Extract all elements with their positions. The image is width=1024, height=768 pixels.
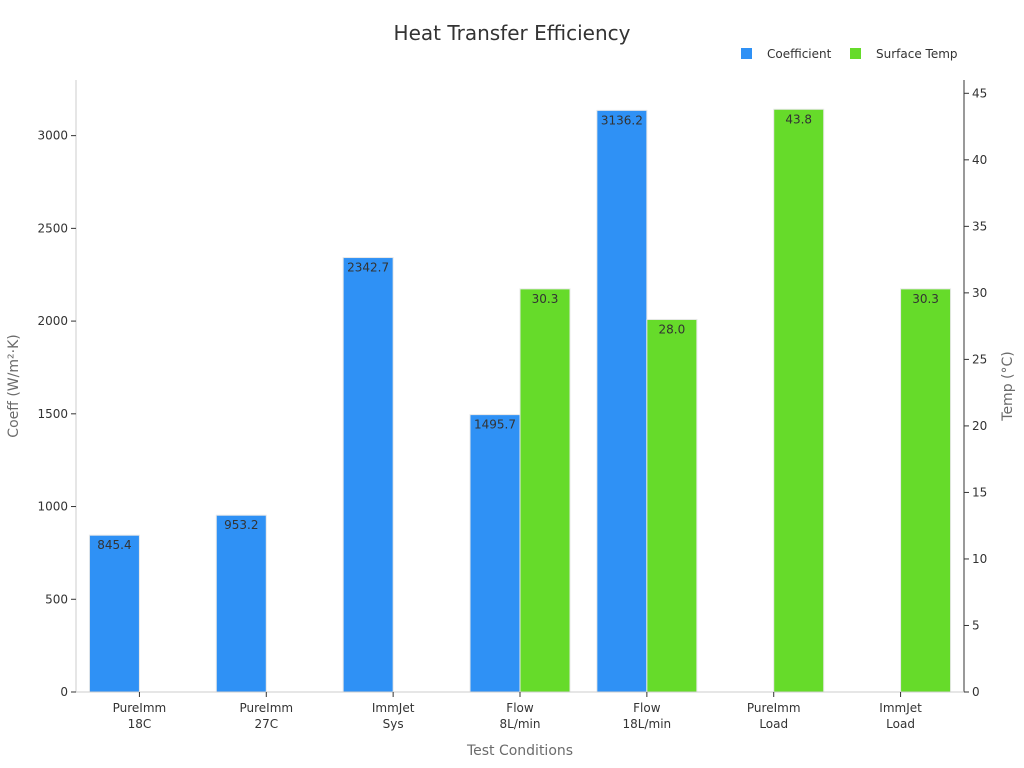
x-tick-label-1-1: 27C bbox=[254, 717, 278, 731]
bar-label-coefficient-2: 2342.7 bbox=[347, 261, 389, 275]
bar-label-surface-temp-6: 30.3 bbox=[912, 292, 939, 306]
bar-coefficient-3 bbox=[469, 414, 521, 693]
bar-label-surface-temp-3: 30.3 bbox=[532, 292, 559, 306]
legend-label-coefficient: Coefficient bbox=[767, 47, 832, 61]
bar-coefficient-4 bbox=[596, 109, 648, 693]
x-tick-label-4-0: Flow bbox=[633, 701, 661, 715]
right-tick-label-3: 15 bbox=[972, 485, 987, 499]
right-tick-label-0: 0 bbox=[972, 685, 980, 699]
bar-label-coefficient-0: 845.4 bbox=[97, 538, 131, 552]
bar-label-coefficient-3: 1495.7 bbox=[474, 418, 516, 432]
left-tick-label-2: 1000 bbox=[37, 500, 68, 514]
right-tick-label-6: 30 bbox=[972, 286, 987, 300]
chart-title: Heat Transfer Efficiency bbox=[394, 21, 631, 45]
left-tick-label-0: 0 bbox=[60, 685, 68, 699]
left-axis-title: Coeff (W/m²·K) bbox=[6, 334, 22, 437]
x-tick-label-4-1: 18L/min bbox=[623, 717, 672, 731]
bar-label-surface-temp-5: 43.8 bbox=[785, 112, 812, 126]
x-tick-label-0-1: 18C bbox=[128, 717, 152, 731]
bar-labels: 845.4 953.2 2342.7 1495.7 30.3 3136.2 28.0 43.8… bbox=[97, 112, 939, 552]
bar-surface-temp-3 bbox=[519, 288, 571, 693]
x-tick-label-2-1: Sys bbox=[383, 717, 404, 731]
bar-surface-temp-5 bbox=[773, 108, 825, 693]
x-tick-label-5-1: Load bbox=[759, 717, 788, 731]
x-tick-label-6-0: ImmJet bbox=[879, 701, 922, 715]
x-tick-label-1-0: PureImm bbox=[239, 701, 293, 715]
x-tick-label-3-1: 8L/min bbox=[500, 717, 541, 731]
right-tick-label-8: 40 bbox=[972, 153, 987, 167]
right-axis-ticks: 0 5 10 15 20 25 30 35 40 45 bbox=[964, 86, 987, 699]
left-tick-label-3: 1500 bbox=[37, 407, 68, 421]
left-tick-label-4: 2000 bbox=[37, 314, 68, 328]
right-tick-label-4: 20 bbox=[972, 419, 987, 433]
legend: Coefficient Surface Temp bbox=[741, 47, 958, 61]
bar-surface-temp-6 bbox=[900, 288, 952, 693]
right-tick-label-1: 5 bbox=[972, 618, 980, 632]
right-tick-label-2: 10 bbox=[972, 552, 987, 566]
right-tick-label-7: 35 bbox=[972, 219, 987, 233]
bar-label-surface-temp-4: 28.0 bbox=[658, 322, 685, 336]
bars bbox=[88, 108, 952, 693]
right-tick-label-9: 45 bbox=[972, 86, 987, 100]
left-tick-label-1: 500 bbox=[45, 592, 68, 606]
bar-label-coefficient-4: 3136.2 bbox=[601, 113, 643, 127]
x-axis-title: Test Conditions bbox=[466, 743, 573, 759]
bar-coefficient-0 bbox=[88, 534, 140, 693]
x-axis-ticks: PureImm 18C PureImm 27C ImmJet Sys Flow 8L/min F… bbox=[113, 692, 922, 731]
x-tick-label-3-0: Flow bbox=[506, 701, 534, 715]
legend-swatch-coefficient bbox=[741, 48, 752, 59]
right-axis-title: Temp (°C) bbox=[1000, 351, 1016, 421]
bar-coefficient-1 bbox=[215, 514, 267, 693]
x-tick-label-5-0: PureImm bbox=[747, 701, 801, 715]
left-tick-label-5: 2500 bbox=[37, 221, 68, 235]
legend-swatch-surface-temp bbox=[850, 48, 861, 59]
bar-surface-temp-4 bbox=[646, 318, 698, 693]
right-tick-label-5: 25 bbox=[972, 352, 987, 366]
left-axis-ticks: 0 500 1000 1500 2000 2500 3000 bbox=[37, 129, 76, 699]
x-tick-label-0-0: PureImm bbox=[113, 701, 167, 715]
x-tick-label-2-0: ImmJet bbox=[372, 701, 415, 715]
bar-label-coefficient-1: 953.2 bbox=[224, 518, 258, 532]
bar-coefficient-2 bbox=[342, 257, 394, 693]
x-tick-label-6-1: Load bbox=[886, 717, 915, 731]
legend-label-surface-temp: Surface Temp bbox=[876, 47, 958, 61]
left-tick-label-6: 3000 bbox=[37, 129, 68, 143]
